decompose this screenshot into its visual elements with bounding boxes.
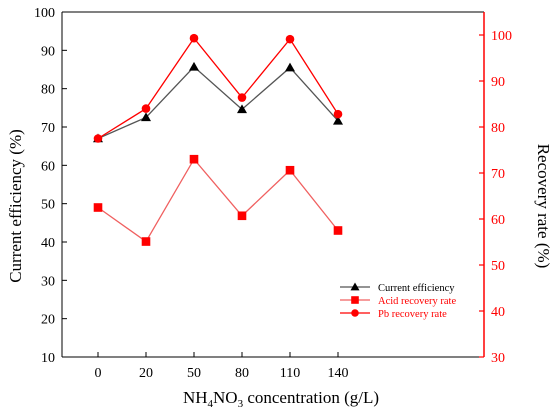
pb-recovery-rate-point <box>285 34 295 44</box>
current-efficiency-line <box>97 65 339 140</box>
y-right-tick-label: 60 <box>491 213 505 228</box>
legend-current-efficiency-label: Current efficiency <box>378 283 455 294</box>
y-left-tick-label: 30 <box>41 274 55 289</box>
legend-acid-recovery-rate-label: Acid recovery rate <box>378 296 456 307</box>
x-tick-label: 20 <box>139 366 153 381</box>
y-left-tick-label: 50 <box>41 198 55 213</box>
pb-recovery-rate-line <box>97 37 339 140</box>
acid-recovery-rate-line <box>97 158 339 243</box>
acid-recovery-rate-point <box>141 237 151 246</box>
y-left-tick-label: 10 <box>41 351 55 366</box>
pb-recovery-rate-point <box>93 134 103 143</box>
y-left-tick-label: 70 <box>41 121 55 136</box>
x-tick-label: 110 <box>280 366 300 381</box>
y-axis-right-title: Recovery rate (%) <box>534 144 550 269</box>
current-efficiency-point <box>285 62 295 72</box>
legend-current-efficiency-marker <box>350 282 360 291</box>
y-right-tick-label: 100 <box>491 29 512 44</box>
y-right-tick-label: 50 <box>491 259 505 274</box>
current-efficiency-point <box>141 112 151 122</box>
y-right-tick-label: 40 <box>491 305 505 320</box>
x-title-sub2: 3 <box>238 398 244 410</box>
series-current-efficiency <box>93 61 343 143</box>
y-left-tick-label: 100 <box>34 6 55 21</box>
y-left-tick-label: 80 <box>41 83 55 98</box>
x-title-prefix: NH <box>183 388 208 407</box>
y-right-tick-label: 70 <box>491 167 505 182</box>
x-title-sub1: 4 <box>208 398 214 410</box>
series-layer <box>93 33 343 246</box>
current-efficiency-point <box>237 104 247 114</box>
y-left-tick-label: 60 <box>41 159 55 174</box>
ticks: 10 20 30 40 50 60 70 80 90 100 30 40 50 60 70 80 90 100 0 2… <box>34 6 512 381</box>
y-right-tick-label: 90 <box>491 75 505 90</box>
acid-recovery-rate-point <box>333 226 343 235</box>
acid-recovery-rate-point <box>93 203 103 212</box>
x-tick-label: 0 <box>95 366 102 381</box>
y-right-tick-label: 30 <box>491 351 505 366</box>
y-axis-left-title: Current efficiency (%) <box>6 129 25 283</box>
x-title-mid: NO <box>213 388 238 407</box>
legend-pb-recovery-rate-marker <box>351 309 359 317</box>
y-right-tick-label: 80 <box>491 121 505 136</box>
x-title-suffix: concentration (g/L) <box>243 388 379 407</box>
acid-recovery-rate-point <box>237 211 247 221</box>
pb-recovery-rate-point <box>333 109 343 119</box>
x-tick-label: 50 <box>187 366 201 381</box>
current-efficiency-point <box>189 61 199 71</box>
y-left-tick-label: 90 <box>41 44 55 59</box>
y-left-tick-label: 20 <box>41 313 55 328</box>
x-axis-title: NH4NO3 concentration (g/L) <box>183 388 379 410</box>
series-pb-recovery-rate <box>93 33 343 143</box>
x-tick-label: 80 <box>235 366 249 381</box>
y-left-tick-label: 40 <box>41 236 55 251</box>
x-tick-label: 140 <box>328 366 349 381</box>
legend-acid-recovery-rate-marker <box>351 296 359 304</box>
series-acid-recovery-rate <box>93 154 343 246</box>
legend: Current efficiency Acid recovery rate Pb r… <box>340 282 456 320</box>
pb-recovery-rate-point <box>141 104 151 113</box>
current-efficiency-point <box>333 115 343 125</box>
plot-frame <box>61 11 485 358</box>
pb-recovery-rate-point <box>189 33 199 43</box>
acid-recovery-rate-point <box>285 165 295 175</box>
pb-recovery-rate-point <box>237 93 247 102</box>
legend-pb-recovery-rate-label: Pb recovery rate <box>378 309 447 320</box>
acid-recovery-rate-point <box>189 154 199 164</box>
